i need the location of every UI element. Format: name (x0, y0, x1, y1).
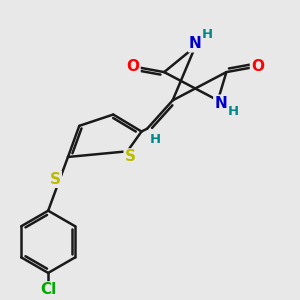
Text: S: S (50, 172, 61, 187)
Text: N: N (189, 36, 202, 51)
Text: N: N (214, 96, 227, 111)
Text: H: H (150, 134, 161, 146)
Text: Cl: Cl (40, 282, 56, 297)
Text: S: S (125, 149, 136, 164)
Text: O: O (251, 59, 264, 74)
Text: H: H (228, 105, 239, 118)
Text: O: O (127, 59, 140, 74)
Text: H: H (202, 28, 213, 41)
